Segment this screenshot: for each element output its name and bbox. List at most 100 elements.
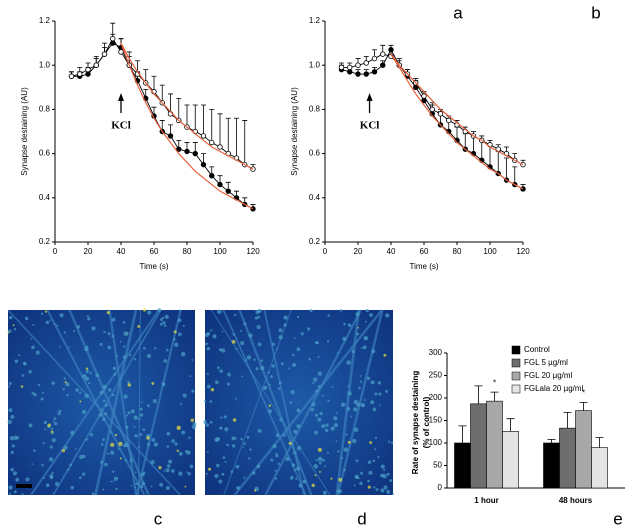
- point: [347, 64, 353, 71]
- speckle: [133, 415, 138, 420]
- speckle: [63, 377, 66, 380]
- speckle: [65, 382, 70, 387]
- speckle: [360, 471, 364, 475]
- y-tick-label: 1.0: [39, 60, 51, 69]
- speckle: [163, 469, 166, 472]
- point: [446, 117, 452, 124]
- neurite: [233, 309, 383, 496]
- speckle: [129, 354, 132, 357]
- point: [209, 172, 215, 179]
- speckle: [104, 412, 108, 416]
- speckle: [348, 323, 351, 326]
- speckle: [79, 400, 82, 403]
- speckle: [67, 468, 70, 471]
- speckle: [317, 385, 321, 389]
- speckle: [117, 447, 120, 450]
- speckle: [139, 433, 143, 436]
- speckle: [91, 326, 96, 331]
- speckle: [354, 474, 360, 480]
- speckle: [317, 371, 322, 376]
- speckle: [335, 411, 338, 414]
- speckle: [171, 439, 175, 443]
- speckle: [218, 348, 222, 352]
- point: [110, 35, 116, 42]
- annotation: KCl: [360, 120, 380, 132]
- speckle: [254, 316, 258, 320]
- speckle: [119, 340, 122, 343]
- x-axis-label: Time (s): [139, 262, 168, 271]
- speckle: [101, 408, 103, 411]
- y-axis-label: Rate of synapse destaining: [411, 371, 420, 475]
- speckle: [243, 442, 246, 445]
- y-tick-label: 1.2: [39, 16, 51, 25]
- speckle: [112, 470, 115, 473]
- speckle: [49, 474, 54, 479]
- speckle: [123, 331, 128, 336]
- speckle: [337, 489, 342, 494]
- speckle: [134, 471, 137, 474]
- speckle: [161, 316, 165, 320]
- speckle: [362, 345, 367, 350]
- speckle: [139, 413, 144, 417]
- point: [371, 69, 378, 75]
- y-tick-label: 150: [429, 416, 443, 425]
- point: [363, 71, 369, 77]
- point: [225, 188, 231, 194]
- speckle: [133, 358, 137, 361]
- speckle: [275, 454, 279, 458]
- y-tick-label: 250: [429, 371, 443, 380]
- speckle: [25, 316, 29, 321]
- speckle: [10, 450, 15, 455]
- speckle: [142, 308, 147, 312]
- speckle: [293, 429, 298, 434]
- speckle: [122, 355, 127, 359]
- error-bar: [159, 84, 165, 103]
- speckle: [53, 323, 56, 325]
- x-tick-label: 20: [354, 247, 363, 256]
- speckle: [171, 469, 175, 473]
- speckle: [110, 480, 112, 483]
- speckle: [70, 485, 75, 490]
- y-axis-label: (% of control): [422, 396, 431, 448]
- speckle: [231, 339, 236, 344]
- speckle: [310, 407, 315, 412]
- speckle: [235, 464, 240, 469]
- speckle: [257, 315, 261, 319]
- speckle: [224, 427, 229, 432]
- speckle: [386, 489, 391, 494]
- speckle: [8, 485, 13, 490]
- speckle: [324, 428, 329, 433]
- neurite: [238, 309, 313, 496]
- speckle: [373, 486, 376, 489]
- speckle: [246, 355, 252, 360]
- legend-label: FGLala 20 µg/ml: [524, 384, 584, 393]
- speckle: [206, 384, 211, 389]
- neurite: [223, 309, 292, 496]
- speckle: [280, 362, 284, 366]
- speckle: [315, 389, 318, 393]
- speckle: [390, 441, 394, 445]
- speckle: [159, 322, 163, 326]
- speckle: [73, 330, 76, 333]
- speckle: [330, 426, 335, 431]
- speckle: [147, 310, 152, 315]
- speckle: [257, 308, 262, 313]
- speckle: [115, 355, 118, 358]
- speckle: [277, 387, 281, 390]
- y-tick-label: 0.2: [309, 237, 321, 246]
- speckle: [331, 386, 334, 388]
- speckle: [51, 438, 56, 443]
- speckle: [203, 399, 207, 403]
- speckle: [313, 377, 318, 382]
- speckle: [53, 421, 58, 426]
- speckle: [317, 356, 320, 359]
- micrograph-texture: [7, 308, 395, 496]
- error-bar: [242, 120, 248, 165]
- point: [209, 139, 215, 146]
- point: [167, 133, 174, 139]
- speckle: [82, 472, 86, 476]
- bar: [559, 427, 576, 489]
- neurite: [137, 309, 141, 496]
- speckle: [189, 375, 192, 378]
